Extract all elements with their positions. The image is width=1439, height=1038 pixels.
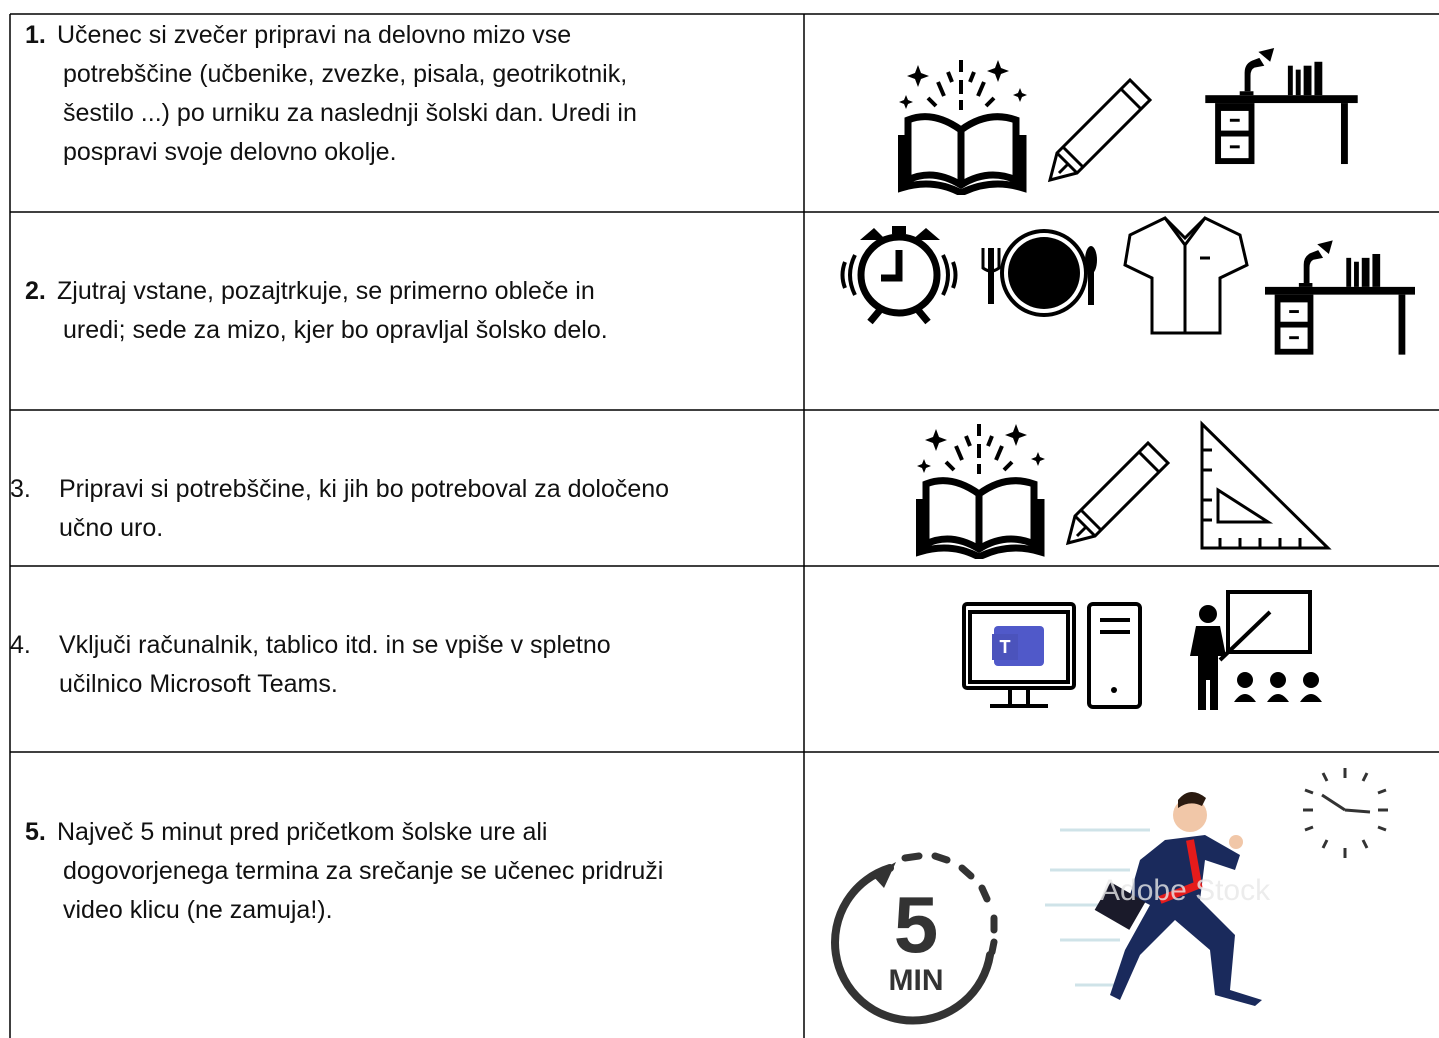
step-text: Pripravi si potrebščine, ki jih bo potre… <box>59 475 670 503</box>
teams-logo: T <box>1000 637 1011 657</box>
step-number: 5. <box>25 818 46 846</box>
step-number: 1. <box>25 21 46 49</box>
timer-unit: MIN <box>889 964 944 997</box>
timer-number: 5 <box>894 880 939 969</box>
step-text: učilnico Microsoft Teams. <box>59 670 338 698</box>
step-text: Zjutraj vstane, pozajtrkuje, se primerno… <box>57 277 595 305</box>
step-text: dogovorjenega termina za srečanje se uče… <box>63 857 664 885</box>
step-number: 2. <box>25 277 46 305</box>
step-text: uredi; sede za mizo, kjer bo opravljal š… <box>63 316 608 344</box>
step-text: Učenec si zvečer pripravi na delovno miz… <box>57 21 572 49</box>
step-text: video klicu (ne zamuja!). <box>63 896 333 924</box>
step-number: 3. <box>10 475 31 503</box>
step-text: Vključi računalnik, tablico itd. in se v… <box>59 631 611 659</box>
step-text: Največ 5 minut pred pričetkom šolske ure… <box>57 818 548 846</box>
step-number: 4. <box>10 631 31 659</box>
watermark: Adobe Stock <box>1100 874 1271 907</box>
step-text: šestilo ...) po urniku za naslednji šols… <box>63 99 637 127</box>
step-text: učno uro. <box>59 514 164 542</box>
step-text: potrebščine (učbenike, zvezke, pisala, g… <box>63 60 628 88</box>
step-text: pospravi svoje delovno okolje. <box>63 138 397 166</box>
